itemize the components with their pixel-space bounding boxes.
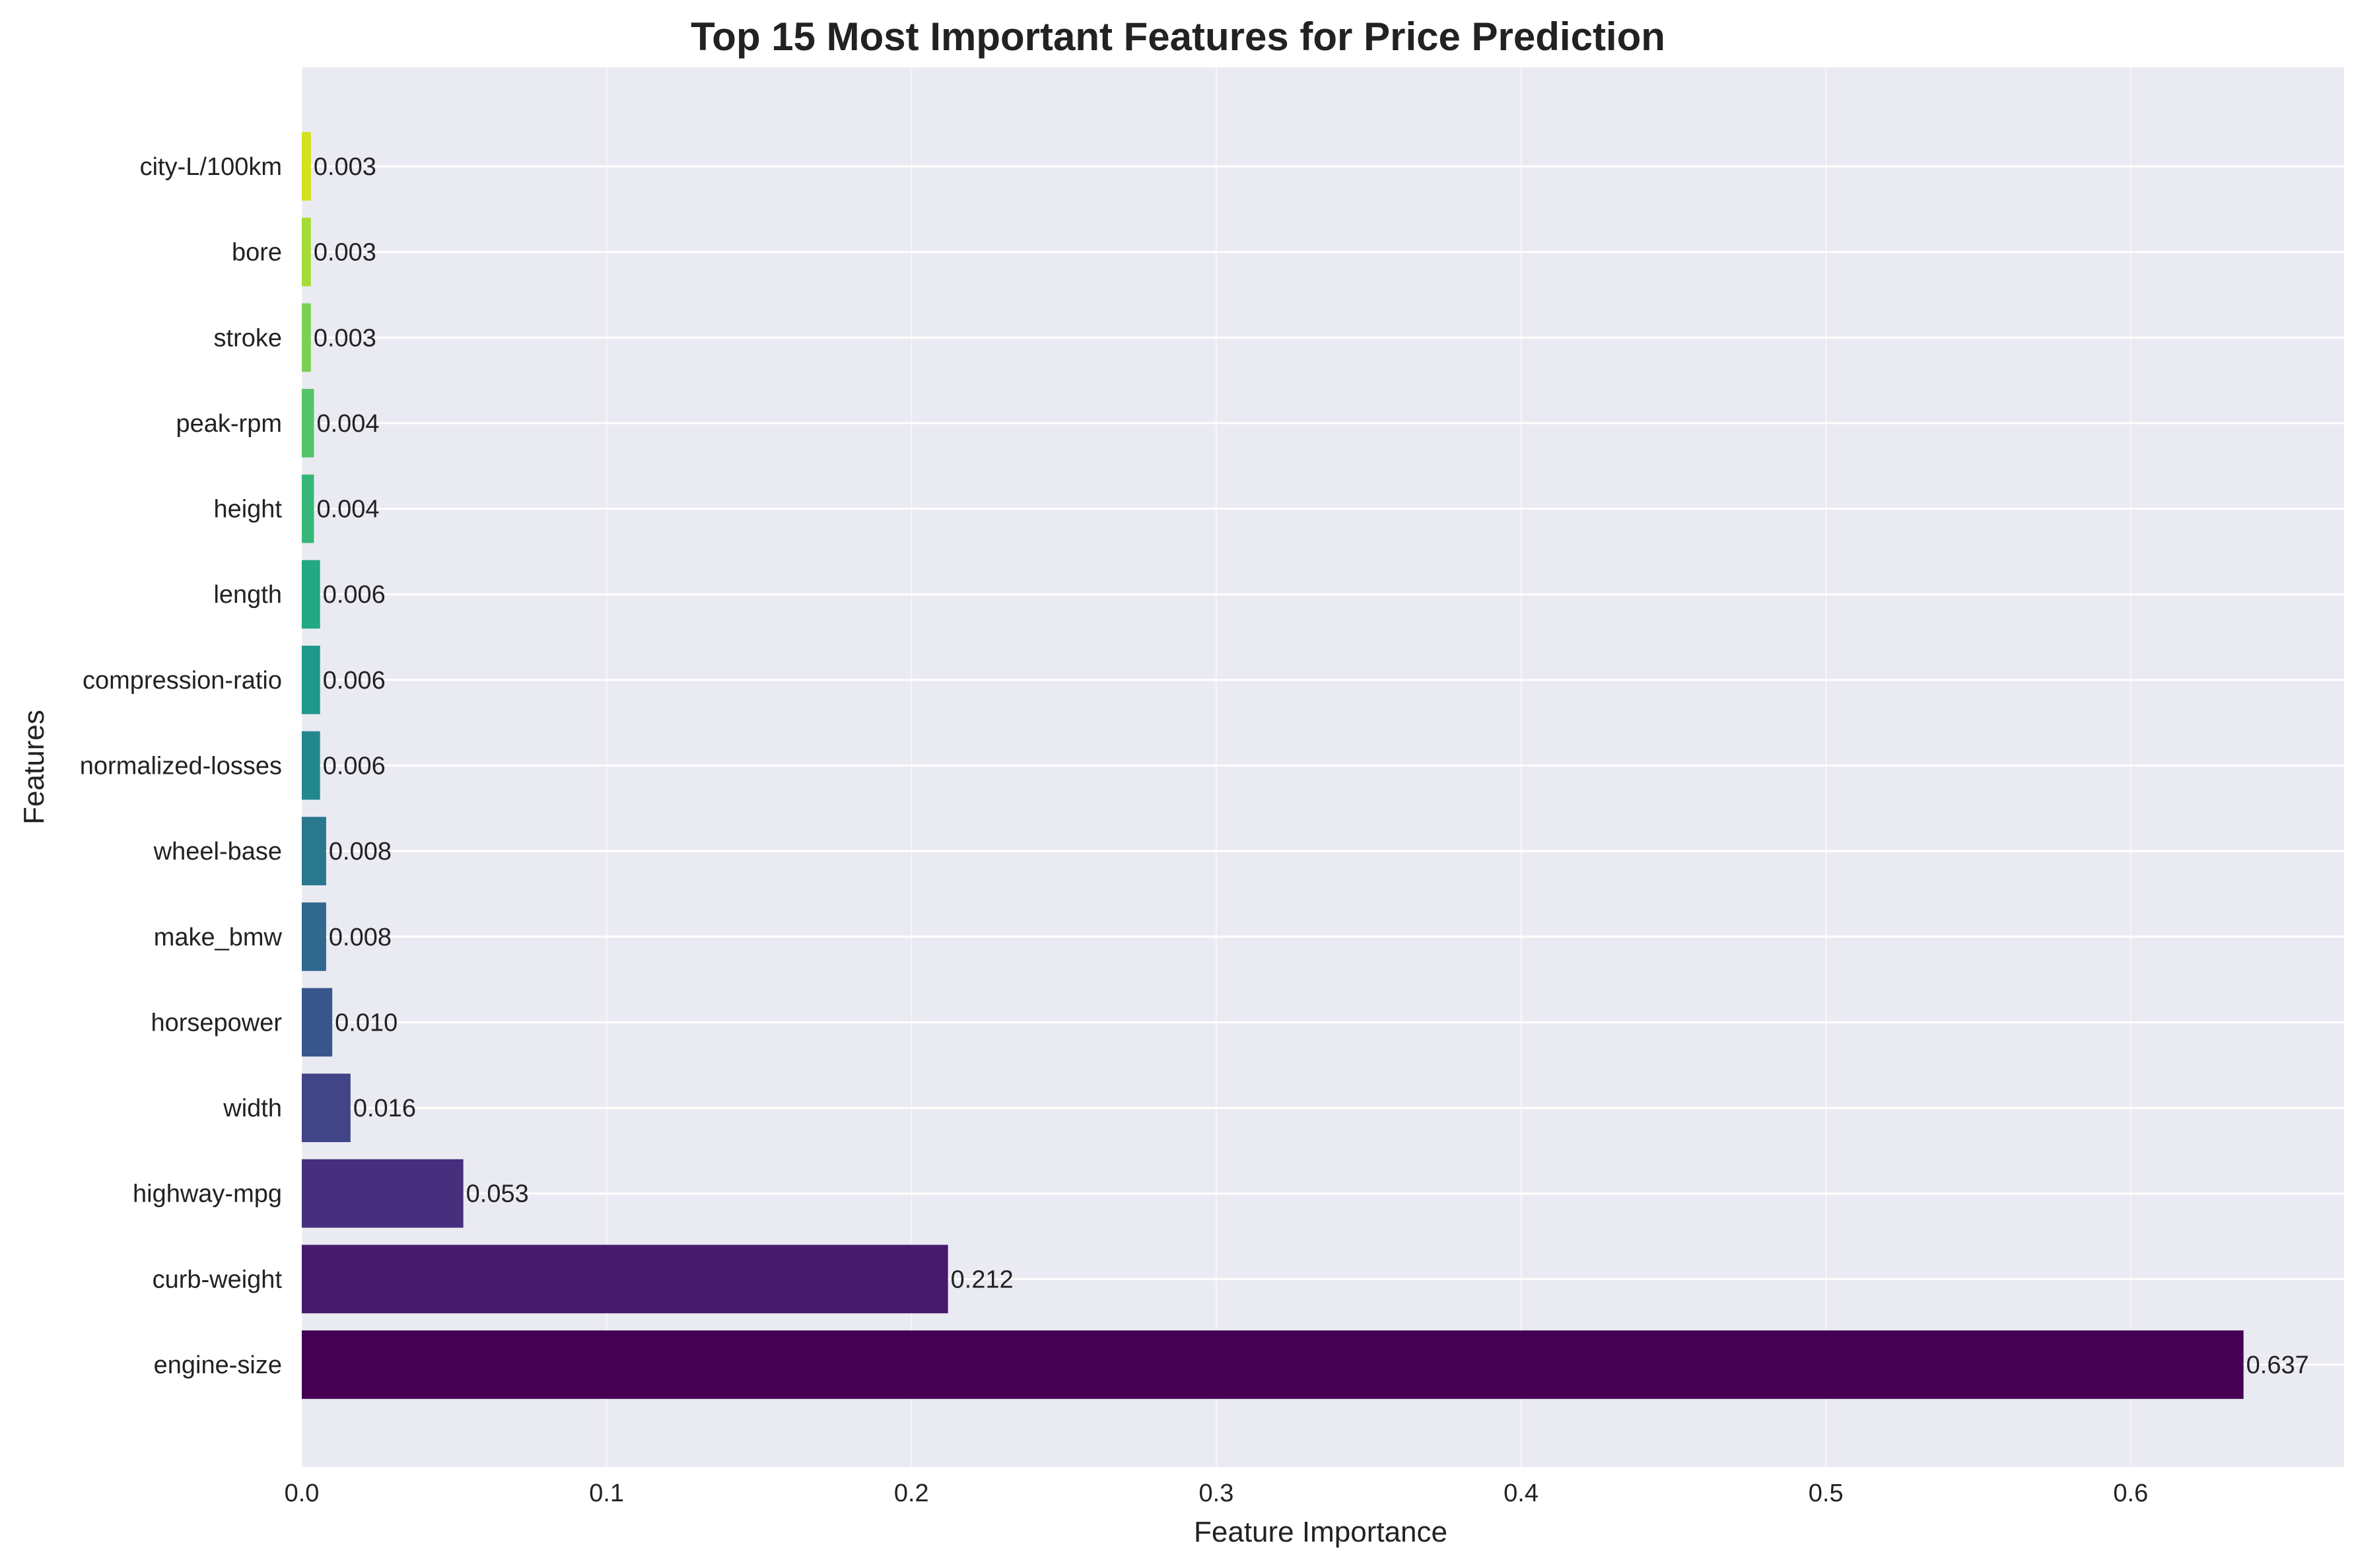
x-axis-label: Feature Importance <box>1194 1516 1447 1548</box>
x-tick-label: 0.4 <box>1504 1480 1539 1507</box>
value-label: 0.010 <box>335 1009 398 1037</box>
value-label: 0.003 <box>314 153 376 181</box>
y-tick-label: peak-rpm <box>176 410 283 438</box>
y-tick-label: horsepower <box>151 1009 282 1037</box>
bar-wheel-base <box>302 817 326 885</box>
y-tick-label: compression-ratio <box>83 667 282 695</box>
bar-length <box>302 560 320 629</box>
y-tick-label: width <box>223 1095 282 1122</box>
bar-highway-mpg <box>302 1159 464 1228</box>
value-labels: 0.637 0.212 0.053 0.016 0.010 0.008 0.008 0.006… <box>314 153 2309 1379</box>
bar-stroke <box>302 303 311 372</box>
y-tick-label: stroke <box>214 324 282 352</box>
chart-title: Top 15 Most Important Features for Price… <box>691 15 1665 59</box>
value-label: 0.016 <box>353 1095 416 1122</box>
value-label: 0.006 <box>323 581 386 609</box>
bar-engine-size <box>302 1330 2244 1399</box>
y-tick-labels: engine-size curb-weight highway-mpg width ho… <box>80 153 283 1379</box>
x-tick-labels: 0.0 0.1 0.2 0.3 0.4 0.5 0.6 <box>285 1480 2149 1507</box>
bar-city-l-100km <box>302 132 311 201</box>
bar-normalized-losses <box>302 731 320 800</box>
value-label: 0.008 <box>329 924 392 951</box>
bars <box>302 132 2244 1399</box>
y-tick-label: wheel-base <box>153 838 282 866</box>
value-label: 0.004 <box>316 410 379 438</box>
bar-compression-ratio <box>302 646 320 714</box>
y-tick-label: height <box>213 496 282 524</box>
y-tick-label: city-L/100km <box>140 153 282 181</box>
bar-horsepower <box>302 988 333 1057</box>
value-label: 0.637 <box>2246 1351 2309 1379</box>
y-tick-label: normalized-losses <box>80 753 282 780</box>
value-label: 0.003 <box>314 324 376 352</box>
bar-bore <box>302 217 311 287</box>
plot-area <box>302 67 2344 1467</box>
y-tick-label: length <box>213 581 282 609</box>
value-label: 0.053 <box>466 1180 529 1208</box>
x-tick-label: 0.0 <box>285 1480 320 1507</box>
value-label: 0.003 <box>314 239 376 267</box>
x-tick-label: 0.5 <box>1809 1480 1844 1507</box>
value-label: 0.004 <box>316 496 379 524</box>
bar-peak-rpm <box>302 389 314 458</box>
x-tick-label: 0.2 <box>894 1480 929 1507</box>
x-tick-label: 0.1 <box>589 1480 624 1507</box>
value-label: 0.008 <box>329 838 392 866</box>
bar-height <box>302 474 314 543</box>
x-tick-label: 0.6 <box>2113 1480 2148 1507</box>
y-tick-label: engine-size <box>154 1351 282 1379</box>
x-tick-label: 0.3 <box>1199 1480 1234 1507</box>
value-label: 0.006 <box>323 667 386 695</box>
bar-width <box>302 1074 351 1142</box>
y-tick-label: highway-mpg <box>133 1180 282 1208</box>
y-tick-label: curb-weight <box>153 1266 283 1293</box>
y-tick-label: make_bmw <box>154 924 283 951</box>
value-label: 0.212 <box>951 1266 1014 1293</box>
y-tick-label: bore <box>232 239 282 267</box>
y-axis-label: Features <box>18 710 50 825</box>
value-label: 0.006 <box>323 753 386 780</box>
bar-make-bmw <box>302 902 326 971</box>
bar-curb-weight <box>302 1244 948 1314</box>
